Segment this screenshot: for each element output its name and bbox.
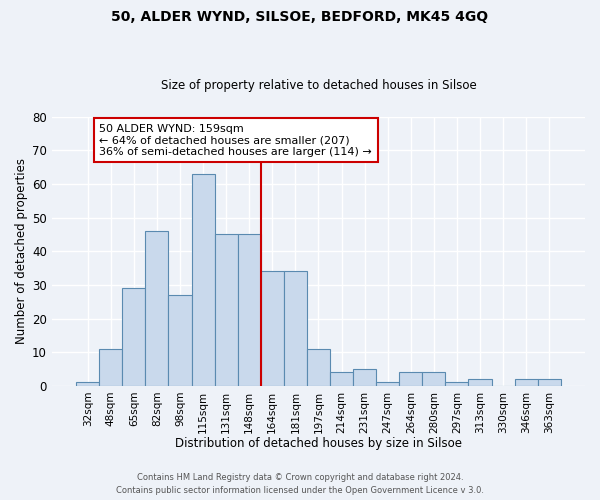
Bar (399, 372, 422, 386)
Bar (376, 382, 399, 386)
Bar (353, 369, 376, 386)
Y-axis label: Number of detached properties: Number of detached properties (15, 158, 28, 344)
Bar (238, 234, 261, 386)
Bar (261, 272, 284, 386)
Text: 50, ALDER WYND, SILSOE, BEDFORD, MK45 4GQ: 50, ALDER WYND, SILSOE, BEDFORD, MK45 4G… (112, 10, 488, 24)
Bar (284, 272, 307, 386)
Bar (76, 382, 99, 386)
Bar (122, 288, 145, 386)
Bar (215, 234, 238, 386)
Bar (307, 349, 330, 386)
Bar (99, 349, 122, 386)
Bar (330, 372, 353, 386)
Bar (422, 372, 445, 386)
Bar (169, 295, 191, 386)
Text: Contains HM Land Registry data © Crown copyright and database right 2024.
Contai: Contains HM Land Registry data © Crown c… (116, 474, 484, 495)
X-axis label: Distribution of detached houses by size in Silsoe: Distribution of detached houses by size … (175, 437, 462, 450)
Bar (469, 379, 491, 386)
Bar (445, 382, 469, 386)
Text: 50 ALDER WYND: 159sqm
← 64% of detached houses are smaller (207)
36% of semi-det: 50 ALDER WYND: 159sqm ← 64% of detached … (99, 124, 372, 156)
Bar (145, 231, 169, 386)
Bar (538, 379, 561, 386)
Bar (191, 174, 215, 386)
Bar (515, 379, 538, 386)
Title: Size of property relative to detached houses in Silsoe: Size of property relative to detached ho… (161, 79, 476, 92)
